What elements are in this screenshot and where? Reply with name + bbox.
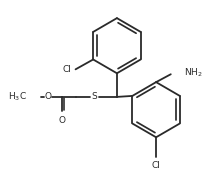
Text: Cl: Cl <box>62 65 71 74</box>
Text: NH$_2$: NH$_2$ <box>183 66 202 79</box>
Text: Cl: Cl <box>152 161 161 170</box>
Text: O: O <box>59 116 66 125</box>
Text: O: O <box>45 92 52 101</box>
Text: S: S <box>92 92 97 101</box>
Text: H$_3$C: H$_3$C <box>8 91 27 103</box>
